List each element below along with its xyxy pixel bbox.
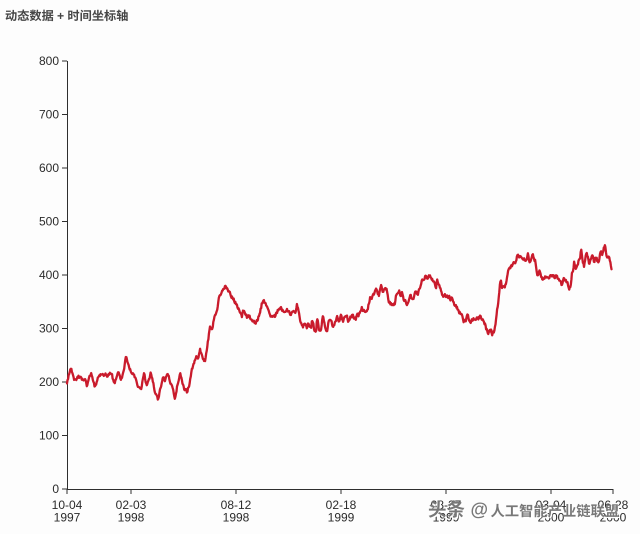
svg-text:+: + <box>57 9 64 23</box>
svg-text:300: 300 <box>39 322 59 336</box>
svg-text:1999: 1999 <box>328 511 355 525</box>
svg-text:1998: 1998 <box>118 511 145 525</box>
svg-text:400: 400 <box>39 268 59 282</box>
svg-text:500: 500 <box>39 215 59 229</box>
svg-text:1998: 1998 <box>223 511 250 525</box>
svg-text:200: 200 <box>39 375 59 389</box>
svg-text:800: 800 <box>39 54 59 68</box>
svg-text:@: @ <box>471 500 489 520</box>
svg-text:1997: 1997 <box>54 511 81 525</box>
svg-text:02-03: 02-03 <box>116 498 147 512</box>
svg-text:700: 700 <box>39 108 59 122</box>
svg-text:08-12: 08-12 <box>221 498 252 512</box>
svg-text:600: 600 <box>39 161 59 175</box>
svg-text:02-18: 02-18 <box>326 498 357 512</box>
svg-text:0: 0 <box>52 482 59 496</box>
svg-text:100: 100 <box>39 429 59 443</box>
svg-text:@: @ <box>472 501 490 521</box>
svg-text:10-04: 10-04 <box>52 498 83 512</box>
